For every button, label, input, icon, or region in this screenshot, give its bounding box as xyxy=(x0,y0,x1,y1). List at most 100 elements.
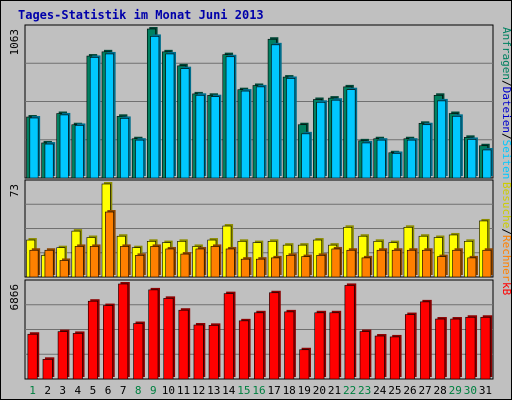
x-tick-label: 12 xyxy=(192,384,205,397)
bar-rechner-day-28 xyxy=(437,256,447,278)
bar-kb-day-16 xyxy=(254,312,264,380)
x-tick-label: 21 xyxy=(328,384,341,397)
panel-legend: kB xyxy=(500,282,512,296)
x-tick-label: 3 xyxy=(59,384,66,397)
bar-rechner-day-6 xyxy=(105,211,114,278)
bar-dateien-day-26 xyxy=(406,139,416,179)
bar-kb-day-18 xyxy=(284,311,295,380)
x-tick-label: 1 xyxy=(29,384,36,397)
legend-entry: Seiten xyxy=(500,140,512,180)
bar-rechner-day-16 xyxy=(255,258,265,278)
bar-dateien-day-18 xyxy=(286,78,296,179)
x-tick-label: 31 xyxy=(479,384,492,397)
bar-rechner-day-10 xyxy=(165,248,175,278)
bar-rechner-day-4 xyxy=(74,246,84,278)
x-tick-label: 28 xyxy=(434,384,447,397)
bar-dateien-day-27 xyxy=(422,124,431,179)
bar-dateien-day-24 xyxy=(376,139,386,179)
x-tick-label: 2 xyxy=(44,384,51,397)
bar-kb-day-28 xyxy=(435,318,446,380)
x-tick-label: 18 xyxy=(283,384,296,397)
bar-dateien-day-30 xyxy=(467,139,477,179)
legend-entry: / xyxy=(500,80,512,87)
bar-dateien-day-17 xyxy=(271,44,280,179)
chart-title: Tages-Statistik im Monat Juni 2013 xyxy=(18,8,264,22)
bar-kb-day-3 xyxy=(57,331,68,380)
x-tick-label: 20 xyxy=(313,384,326,397)
bar-dateien-day-25 xyxy=(391,153,401,179)
legend-entry: Besuche xyxy=(500,182,512,228)
x-tick-label: 30 xyxy=(464,384,477,397)
bar-rechner-day-5 xyxy=(89,246,99,278)
bar-dateien-day-9 xyxy=(150,36,160,179)
bar-kb-day-24 xyxy=(374,335,385,380)
bar-rechner-day-18 xyxy=(286,255,296,278)
x-tick-label: 15 xyxy=(237,384,250,397)
x-tick-label: 4 xyxy=(75,384,82,397)
bar-rechner-day-15 xyxy=(240,258,250,278)
x-tick-label: 10 xyxy=(162,384,175,397)
bar-dateien-day-20 xyxy=(316,102,326,179)
x-tick-label: 6 xyxy=(105,384,112,397)
bar-dateien-day-2 xyxy=(44,143,54,179)
bar-kb-day-7 xyxy=(118,283,129,380)
bar-kb-day-8 xyxy=(133,323,144,380)
x-tick-label: 17 xyxy=(267,384,280,397)
x-tick-label: 7 xyxy=(120,384,127,397)
bar-dateien-day-16 xyxy=(255,86,265,179)
bar-kb-day-31 xyxy=(480,316,491,380)
bar-rechner-day-11 xyxy=(180,253,190,278)
bar-rechner-day-1 xyxy=(29,249,39,278)
bar-rechner-day-24 xyxy=(376,249,386,278)
x-tick-label: 22 xyxy=(343,384,356,397)
x-tick-label: 14 xyxy=(222,384,236,397)
bar-kb-day-25 xyxy=(389,336,400,380)
bar-dateien-day-7 xyxy=(120,118,130,179)
bar-rechner-day-31 xyxy=(482,249,492,278)
bar-rechner-day-14 xyxy=(225,248,235,278)
bar-kb-day-6 xyxy=(103,305,114,380)
panel-max-label: 6866 xyxy=(8,284,21,311)
bar-dateien-day-12 xyxy=(195,95,205,179)
bar-dateien-day-28 xyxy=(437,100,447,179)
legend-entry: / xyxy=(500,133,512,140)
bar-dateien-day-4 xyxy=(74,125,84,179)
x-tick-label: 9 xyxy=(150,384,157,397)
bar-rechner-day-9 xyxy=(150,246,160,278)
bar-rechner-day-25 xyxy=(391,249,401,278)
bar-rechner-day-22 xyxy=(346,249,356,278)
panel-legend: Anfragen/Dateien/Seiten xyxy=(500,27,512,179)
bar-rechner-day-7 xyxy=(120,246,130,278)
bar-rechner-day-30 xyxy=(467,257,477,278)
x-tick-label: 27 xyxy=(418,384,431,397)
bar-kb-day-13 xyxy=(208,325,219,380)
bar-rechner-day-17 xyxy=(271,257,280,278)
bar-kb-day-15 xyxy=(238,320,249,380)
panel-legend: Besuche/Rechner xyxy=(500,182,512,282)
x-tick-label: 19 xyxy=(298,384,311,397)
legend-entry: / xyxy=(500,228,512,235)
bar-kb-day-5 xyxy=(87,300,98,380)
x-tick-label: 23 xyxy=(358,384,371,397)
bar-kb-day-30 xyxy=(465,316,476,380)
bar-dateien-day-15 xyxy=(240,90,250,179)
legend-entry: Dateien xyxy=(500,87,512,133)
bar-kb-day-21 xyxy=(329,312,340,380)
bar-dateien-day-13 xyxy=(210,96,220,179)
bar-dateien-day-5 xyxy=(89,57,99,179)
bar-kb-day-22 xyxy=(344,285,355,380)
bar-kb-day-9 xyxy=(148,289,159,380)
bar-rechner-day-19 xyxy=(301,256,311,278)
bar-rechner-day-20 xyxy=(316,255,326,278)
bar-kb-day-1 xyxy=(27,333,38,380)
bar-rechner-day-12 xyxy=(195,248,205,278)
bar-kb-day-29 xyxy=(450,318,461,380)
bar-rechner-day-3 xyxy=(59,260,69,278)
bar-rechner-day-26 xyxy=(406,249,416,278)
bar-rechner-day-13 xyxy=(210,246,220,278)
bar-kb-day-2 xyxy=(42,359,53,380)
bar-dateien-day-21 xyxy=(331,99,341,179)
bar-dateien-day-10 xyxy=(165,53,175,179)
panel-max-label: 1063 xyxy=(8,29,21,56)
